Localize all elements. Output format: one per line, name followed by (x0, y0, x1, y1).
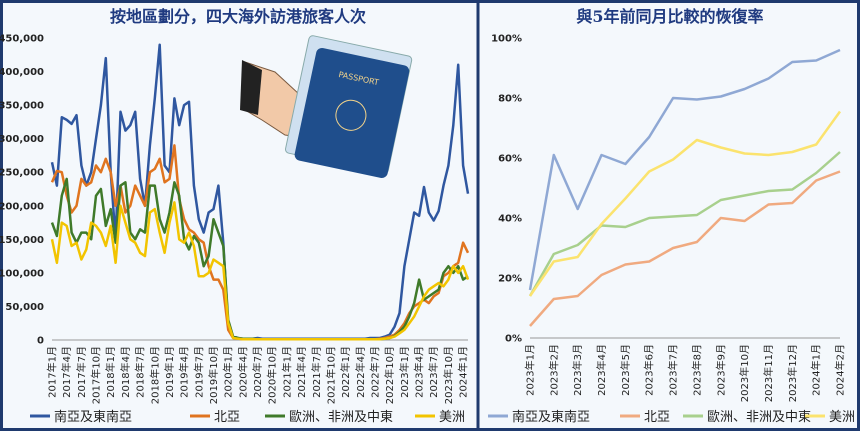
series-line (50, 201, 470, 341)
y-tick-label: 200,000 (0, 201, 44, 212)
x-tick-label: 2019年1月 (163, 346, 176, 398)
legend-label: 北亞 (214, 410, 240, 425)
x-tick-label: 2020年1月 (222, 346, 235, 398)
x-tick-label: 2017年4月 (60, 346, 73, 398)
x-tick-label: 2019年7月 (192, 346, 205, 398)
x-tick-label: 2023年1月 (524, 344, 537, 396)
x-tick-label: 2023年2月 (547, 344, 560, 396)
x-tick-label: 2022年10月 (383, 346, 396, 404)
x-tick-label: 2022年4月 (354, 346, 367, 398)
y-tick-label: 400,000 (0, 67, 44, 78)
x-tick-label: 2021年4月 (295, 346, 308, 398)
x-tick-label: 2020年10月 (266, 346, 279, 404)
x-tick-label: 2017年10月 (90, 346, 103, 404)
series-line (528, 110, 842, 297)
x-tick-label: 2023年4月 (413, 346, 426, 398)
x-tick-label: 2023年7月 (667, 344, 680, 396)
x-tick-label: 2023年4月 (595, 344, 608, 396)
legend-label: 歐洲、非洲及中東 (289, 409, 393, 425)
x-tick-label: 2023年12月 (786, 344, 799, 402)
legend-label: 南亞及東南亞 (512, 409, 590, 425)
series-line (528, 48, 841, 291)
x-tick-label: 2021年10月 (324, 346, 337, 404)
x-tick-label: 2024年1月 (457, 346, 470, 398)
x-tick-label: 2023年6月 (643, 344, 656, 396)
chart-title: 按地區劃分，四大海外訪港旅客人次 (110, 7, 366, 26)
x-tick-label: 2019年4月 (178, 346, 191, 398)
y-tick-label: 80% (498, 94, 522, 105)
x-tick-label: 2023年11月 (762, 344, 775, 402)
legend-label: 北亞 (644, 410, 670, 425)
x-tick-label: 2023年5月 (619, 344, 632, 396)
x-tick-label: 2018年4月 (119, 346, 132, 398)
x-tick-label: 2020年7月 (251, 346, 264, 398)
x-tick-label: 2021年1月 (280, 346, 293, 398)
y-tick-label: 60% (498, 154, 522, 165)
x-tick-label: 2019年10月 (207, 346, 220, 404)
x-tick-label: 2023年7月 (427, 346, 440, 398)
y-tick-label: 40% (498, 214, 522, 225)
legend-label: 美洲 (439, 410, 465, 425)
y-tick-label: 50,000 (5, 302, 44, 313)
x-tick-label: 2017年1月 (46, 346, 59, 398)
x-tick-label: 2023年10月 (738, 344, 751, 402)
legend-label: 南亞及東南亞 (54, 409, 132, 425)
chart-title: 與5年前同月比較的恢復率 (576, 7, 763, 26)
x-tick-label: 2017年7月 (75, 346, 88, 398)
y-tick-label: 350,000 (0, 101, 44, 112)
y-tick-label: 0% (505, 334, 522, 345)
y-tick-label: 150,000 (0, 235, 44, 246)
legend-label: 美洲 (829, 410, 855, 425)
x-tick-label: 2018年7月 (134, 346, 147, 398)
y-tick-label: 100,000 (0, 268, 44, 279)
x-tick-label: 2023年8月 (690, 344, 703, 396)
x-tick-label: 2022年7月 (369, 346, 382, 398)
x-tick-label: 2018年1月 (104, 346, 117, 398)
series-line (528, 151, 841, 297)
x-tick-label: 2023年1月 (398, 346, 411, 398)
x-tick-label: 2022年1月 (339, 346, 352, 398)
x-tick-label: 2024年1月 (810, 344, 823, 396)
x-tick-label: 2024年2月 (834, 344, 847, 396)
y-tick-label: 300,000 (0, 134, 44, 145)
legend-label: 歐洲、非洲及中東 (707, 409, 811, 425)
y-tick-label: 250,000 (0, 168, 44, 179)
y-tick-label: 20% (498, 274, 522, 285)
x-tick-label: 2023年3月 (571, 344, 584, 396)
y-tick-label: 450,000 (0, 34, 44, 45)
series-line (529, 170, 841, 327)
y-tick-label: 0 (37, 336, 44, 347)
x-tick-label: 2018年10月 (148, 346, 161, 404)
passport-illustration: PASSPORT (240, 35, 413, 178)
y-tick-label: 100% (491, 34, 522, 45)
x-tick-label: 2021年7月 (310, 346, 323, 398)
x-tick-label: 2020年4月 (236, 346, 249, 398)
x-tick-label: 2023年9月 (714, 344, 727, 396)
x-tick-label: 2023年10月 (442, 346, 455, 404)
